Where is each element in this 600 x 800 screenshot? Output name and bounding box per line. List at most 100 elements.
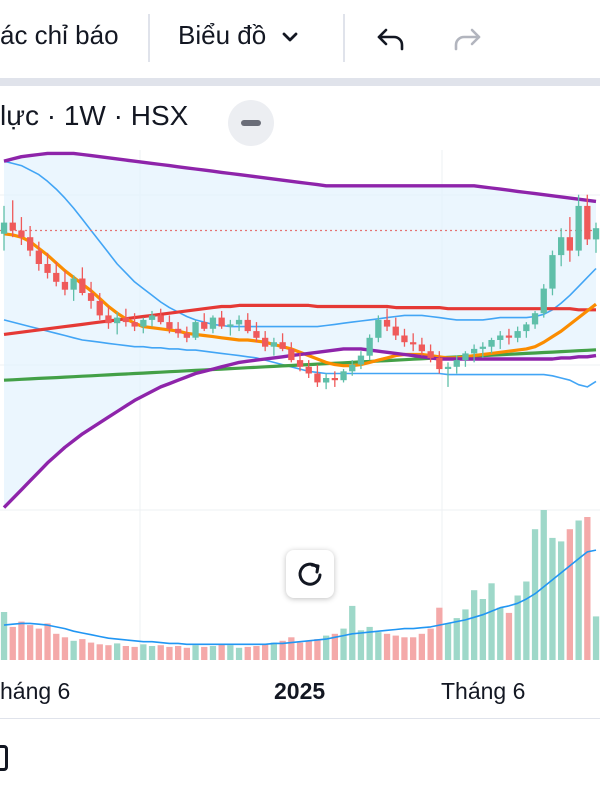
candle-body	[279, 342, 286, 349]
x-axis-label: 2025	[274, 678, 326, 704]
volume-bar	[227, 645, 234, 660]
toolbar-separator	[343, 14, 345, 62]
candle-body	[375, 319, 382, 338]
volume-bar	[575, 520, 582, 660]
volume-bar	[270, 642, 277, 660]
candle-body	[96, 300, 103, 316]
candle-body	[401, 335, 408, 343]
chevron-down-icon	[283, 32, 298, 42]
reset-icon	[298, 562, 322, 586]
volume-bar	[592, 616, 600, 660]
candle-body	[70, 278, 77, 290]
candle-body	[505, 335, 513, 338]
candle-body	[27, 237, 34, 251]
volume-bar	[35, 628, 42, 660]
drawing-tools-icon[interactable]	[0, 745, 8, 771]
volume-bar	[61, 637, 69, 660]
candle-body	[18, 230, 25, 238]
volume-bar	[70, 640, 77, 660]
undo-icon[interactable]	[374, 22, 408, 56]
candle-body	[323, 378, 330, 383]
candle-body	[531, 313, 539, 325]
candle-body	[61, 281, 69, 290]
candle-body	[114, 317, 121, 324]
volume-bar	[314, 639, 321, 660]
candle-body	[35, 250, 42, 264]
candle-body	[566, 237, 573, 251]
toolbar-divider	[0, 78, 600, 86]
volume-bar	[79, 639, 86, 660]
indicators-button[interactable]: ác chỉ báo	[0, 20, 119, 50]
volume-bar	[296, 642, 304, 660]
reset-chart-button[interactable]	[286, 550, 334, 598]
volume-bar	[235, 647, 243, 660]
candle-body	[471, 348, 478, 354]
candle-body	[244, 319, 251, 332]
candle-body	[53, 272, 60, 282]
candle-body	[235, 319, 243, 325]
bollinger-upper-line	[3, 151, 597, 204]
candle-body	[148, 315, 156, 320]
volume-bar	[9, 626, 16, 660]
volume-bar	[262, 644, 269, 660]
candle-body	[218, 317, 225, 327]
volume-bar	[392, 635, 399, 660]
candle-body	[314, 373, 321, 383]
volume-bar	[584, 517, 591, 660]
volume-ma-line	[3, 549, 597, 646]
candle-body	[514, 331, 521, 338]
candle-body	[227, 324, 234, 327]
bottom-divider	[0, 718, 600, 719]
candle-body	[183, 333, 190, 338]
volume-bar	[436, 607, 443, 660]
toolbar-separator	[148, 14, 150, 62]
chart-type-label: Biểu đồ	[178, 20, 267, 50]
candle-body	[105, 315, 112, 324]
volume-bar	[427, 628, 434, 660]
price-chart[interactable]	[0, 150, 600, 670]
volume-bar	[375, 632, 382, 660]
volume-bar	[114, 643, 121, 660]
candle-body	[592, 228, 600, 240]
chart-type-button[interactable]: Biểu đồ	[178, 20, 301, 51]
volume-bar	[166, 646, 173, 660]
collapse-legend-button[interactable]	[228, 100, 274, 146]
volume-bar	[505, 612, 513, 660]
x-axis-label: Tháng 6	[441, 678, 526, 704]
redo-icon[interactable]	[450, 22, 484, 56]
candle-body	[296, 360, 304, 367]
volume-bar	[244, 646, 251, 660]
volume-bar	[497, 607, 504, 660]
volume-bar	[18, 621, 25, 660]
candle-body	[523, 324, 530, 332]
volume-bar	[462, 609, 469, 660]
volume-bar	[349, 605, 356, 660]
candle-body	[436, 357, 443, 370]
volume-bar	[53, 633, 60, 660]
volume-bar	[157, 645, 164, 660]
candle-body	[87, 293, 95, 301]
volume-bar	[383, 633, 391, 660]
candle-body	[453, 360, 460, 367]
volume-bar	[540, 510, 547, 660]
volume-bar	[279, 640, 286, 660]
volume-bar	[305, 640, 312, 660]
candle-body	[410, 342, 417, 345]
candle-body	[262, 337, 269, 347]
volume-bar	[331, 633, 338, 660]
volume-bar	[218, 644, 225, 660]
volume-bar	[105, 645, 112, 660]
candle-body	[166, 322, 173, 329]
candle-body	[44, 264, 51, 273]
volume-bar	[453, 618, 460, 660]
ma-mid-line	[3, 303, 596, 336]
volume-bar	[192, 645, 199, 660]
volume-bar	[201, 646, 208, 660]
candle-body	[357, 355, 365, 365]
volume-bar	[558, 541, 565, 660]
candle-body	[140, 319, 147, 327]
volume-bar	[175, 646, 182, 660]
candle-body	[497, 335, 504, 340]
candle-body	[201, 322, 208, 329]
volume-bar	[209, 646, 217, 660]
